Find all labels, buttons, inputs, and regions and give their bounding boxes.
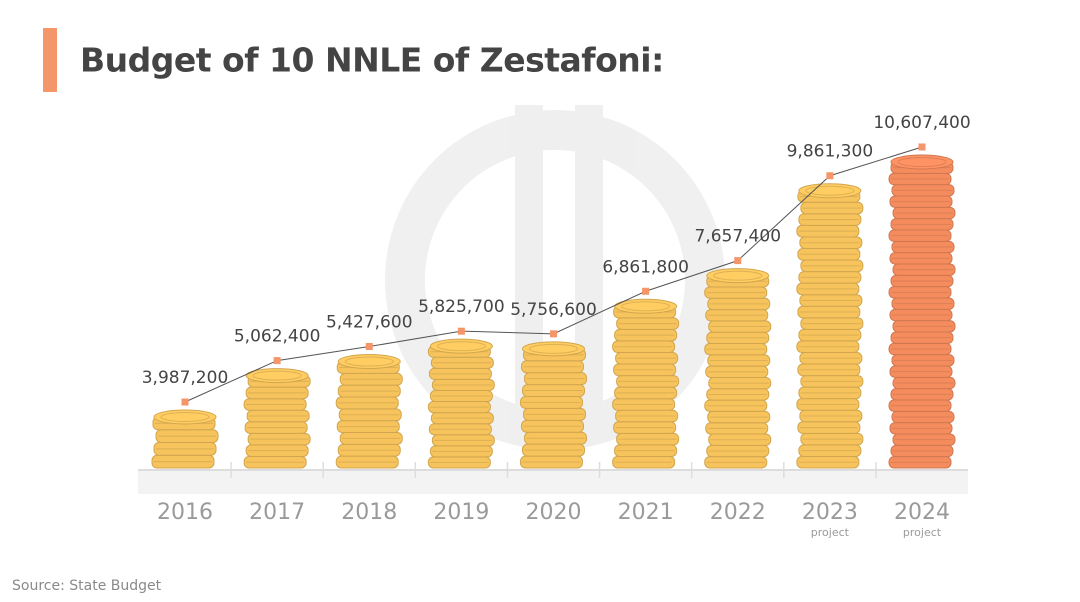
value-label: 5,825,700 xyxy=(418,297,505,317)
title-accent xyxy=(43,28,57,92)
coin-stack xyxy=(796,183,864,469)
value-label: 5,756,600 xyxy=(510,300,597,320)
value-label: 5,062,400 xyxy=(234,327,321,347)
x-tick-label: 2023 xyxy=(802,500,858,525)
x-tick-label: 2022 xyxy=(710,500,766,525)
coin-top-inner xyxy=(344,356,394,367)
coin-stack xyxy=(427,338,495,469)
category-note: project xyxy=(811,526,850,539)
x-tick-label: 2017 xyxy=(249,500,305,525)
marker xyxy=(365,343,373,351)
x-tick-label: 2024 xyxy=(894,500,950,525)
coin-stack xyxy=(520,341,587,469)
value-label: 5,427,600 xyxy=(326,313,413,333)
marker xyxy=(550,330,557,338)
marker xyxy=(826,172,834,180)
marker xyxy=(273,357,281,365)
marker xyxy=(734,257,742,265)
source: Source: State Budget xyxy=(12,578,162,594)
x-tick-label: 2019 xyxy=(433,500,489,525)
marker xyxy=(918,143,926,151)
value-label: 7,657,400 xyxy=(694,227,781,247)
marker xyxy=(642,287,650,295)
coin-stack xyxy=(335,354,403,469)
coin-top-inner xyxy=(621,301,671,312)
baseline-shelf xyxy=(138,470,968,494)
coin-top-inner xyxy=(897,157,947,167)
coin-top-inner xyxy=(805,185,855,196)
coin-top-inner xyxy=(252,370,302,381)
category-note: project xyxy=(903,526,942,539)
coin-stack xyxy=(612,298,680,469)
coin-stack xyxy=(243,368,311,469)
value-label: 3,987,200 xyxy=(142,368,229,388)
marker xyxy=(457,327,465,335)
marker xyxy=(181,398,189,406)
x-tick-label: 2018 xyxy=(341,500,397,525)
coin-top-inner xyxy=(529,343,578,354)
coin-stack xyxy=(704,268,772,469)
x-tick-label: 2020 xyxy=(526,500,582,525)
coin-top-inner xyxy=(713,270,763,281)
coin-stack xyxy=(151,409,219,469)
x-tick-label: 2016 xyxy=(157,500,213,525)
value-label: 6,861,800 xyxy=(602,257,689,277)
coin-top-inner xyxy=(160,412,210,422)
coin-top-inner xyxy=(436,341,486,352)
x-tick-label: 2021 xyxy=(618,500,674,525)
chart-title: Budget of 10 NNLE of Zestafoni: xyxy=(80,41,664,80)
value-label: 9,861,300 xyxy=(787,142,874,162)
value-label: 10,607,400 xyxy=(873,113,970,133)
coin-stack xyxy=(888,154,956,469)
